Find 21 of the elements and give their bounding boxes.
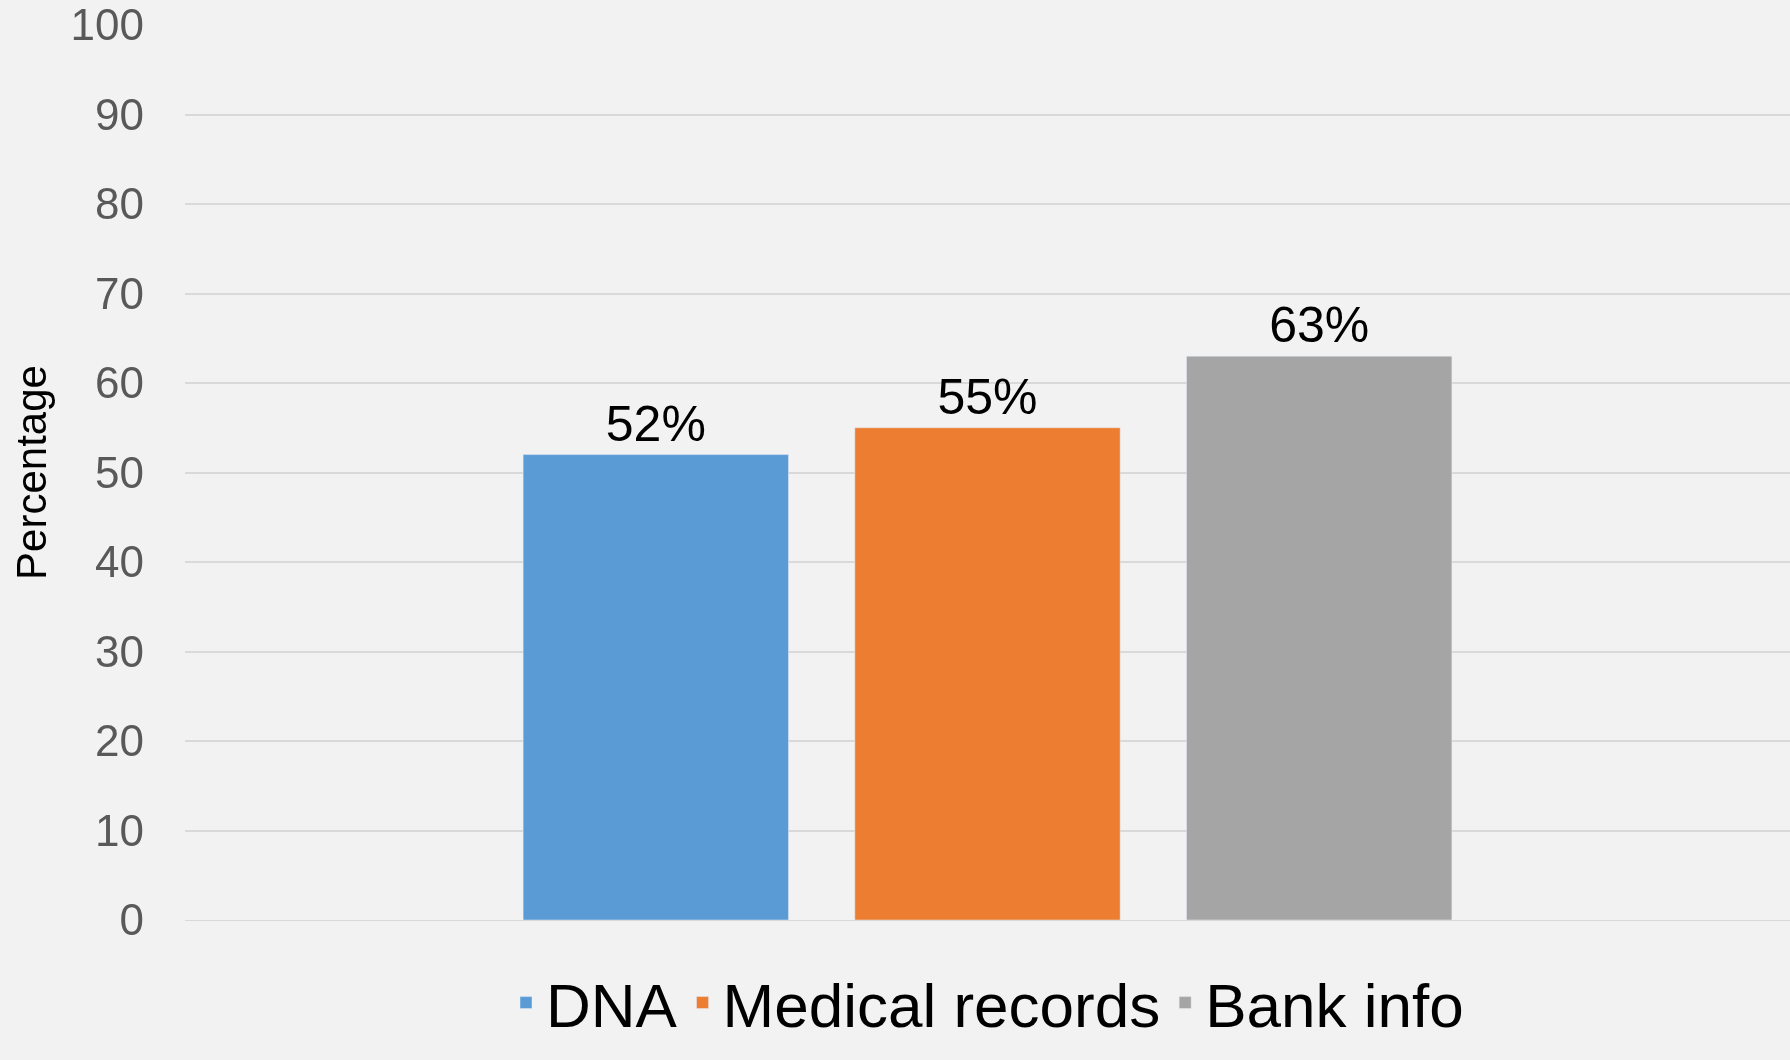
y-tick-label: 30	[95, 626, 144, 676]
y-tick-label: 90	[95, 89, 144, 139]
y-tick-label: 0	[119, 895, 144, 945]
legend-label: DNA	[546, 970, 678, 1040]
y-tick-label: 40	[95, 537, 144, 587]
legend-label: Medical records	[722, 970, 1161, 1040]
y-tick-label: 10	[95, 805, 144, 855]
y-tick-label: 70	[95, 268, 144, 318]
y-tick-label: 80	[95, 179, 144, 229]
y-tick-label: 60	[95, 358, 144, 408]
data-label: 63%	[1269, 297, 1370, 354]
data-label: 55%	[937, 368, 1038, 425]
legend-label: Bank info	[1205, 970, 1464, 1040]
y-tick-label: 20	[95, 716, 144, 766]
data-label: 52%	[605, 395, 706, 452]
bar	[854, 427, 1121, 920]
bar	[522, 454, 789, 920]
y-tick-label: 100	[70, 0, 144, 50]
y-tick-label: 50	[95, 447, 144, 497]
bar	[1186, 355, 1453, 920]
y-axis-title: Percentage	[8, 365, 56, 580]
